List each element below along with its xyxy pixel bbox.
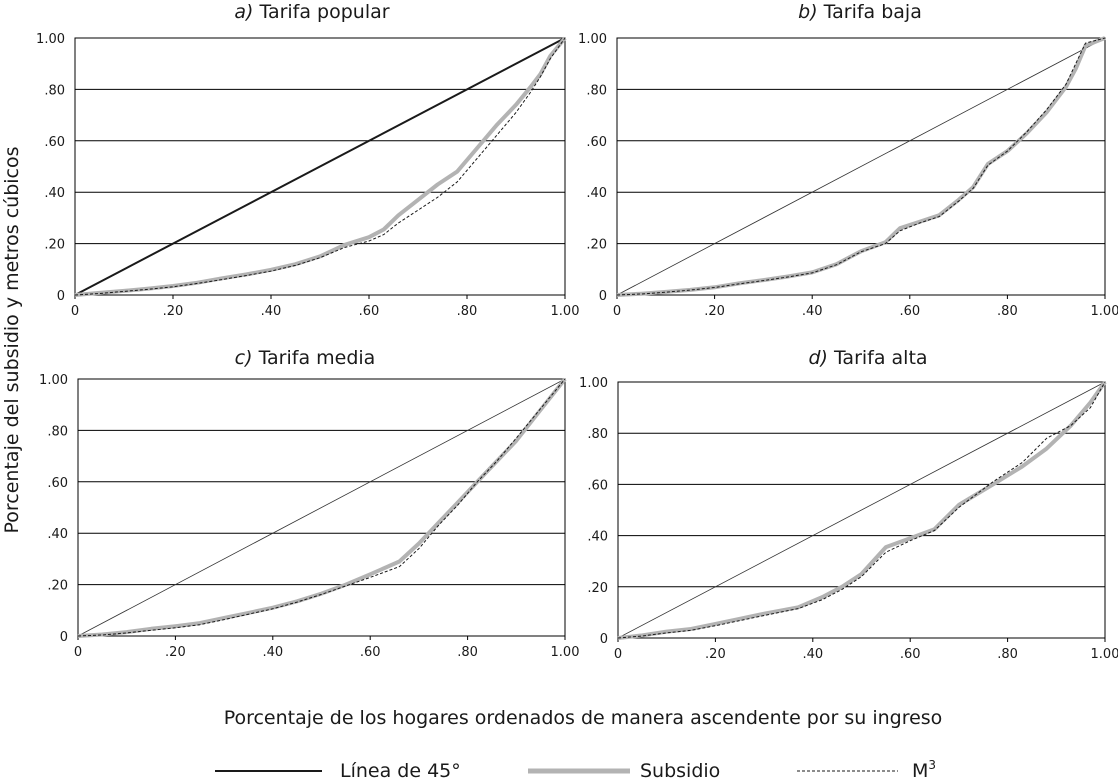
x-tick-label: .80 (997, 647, 1018, 662)
chart-panel: 0 .20 .40 .60 .80 1.00 0 .20 .40 .60 .80 1.00 a) Tar… (36, 1, 579, 319)
x-tick-label: 1.00 (551, 304, 580, 319)
y-tick-label: 1.00 (39, 373, 68, 388)
x-tick-label: .60 (359, 304, 380, 319)
y-tick-label: .40 (587, 530, 608, 545)
x-tick-label: .20 (165, 645, 186, 660)
series-line-m3 (617, 381, 1106, 639)
chart-panels: 0 .20 .40 .60 .80 1.00 0 .20 .40 .60 .80 1.00 a) Tar… (36, 1, 1118, 662)
x-tick-label: 1.00 (1091, 304, 1118, 319)
panel-title-text: Tarifa baja (818, 1, 922, 23)
series-line-m3 (616, 37, 1106, 296)
legend: Línea de 45° Subsidio M3 (215, 758, 936, 779)
panel-title-prefix: c) (235, 347, 253, 369)
y-tick-label: .40 (47, 527, 68, 542)
x-tick-label: .80 (457, 304, 478, 319)
panel-title: b) Tarifa baja (798, 1, 922, 23)
y-tick-label: .80 (587, 427, 608, 442)
chart-panel: 0 .20 .40 .60 .80 1.00 0 .20 .40 .60 .80 1.00 d) Tar… (579, 347, 1118, 662)
y-tick-label: 1.00 (578, 32, 607, 47)
x-tick-label: .40 (261, 304, 282, 319)
x-tick-label: .60 (900, 647, 921, 662)
panel-title-text: Tarifa media (253, 347, 376, 369)
legend-label-m3-sup: 3 (928, 758, 936, 772)
y-tick-label: 0 (60, 630, 68, 645)
x-tick-label: 0 (613, 304, 621, 319)
x-tick-label: .60 (899, 304, 920, 319)
y-tick-label: .40 (44, 186, 65, 201)
y-tick-label: .80 (47, 424, 68, 439)
x-tick-label: .20 (163, 304, 184, 319)
series-line-m3 (74, 37, 566, 296)
plot-frame (77, 378, 566, 637)
x-tick-label: 0 (71, 304, 79, 319)
line-45-degree (77, 378, 566, 637)
y-tick-label: .60 (44, 135, 65, 150)
x-tick-label: .80 (457, 645, 478, 660)
legend-label-m3: M3 (912, 758, 936, 779)
chart-panel: 0 .20 .40 .60 .80 1.00 0 .20 .40 .60 .80 1.00 c) Tar… (39, 347, 579, 660)
panel-title-text: Tarifa alta (828, 347, 928, 369)
y-tick-label: 1.00 (36, 32, 65, 47)
y-tick-label: .20 (44, 238, 65, 253)
x-tick-label: .60 (360, 645, 381, 660)
panel-title: a) Tarifa popular (234, 1, 389, 23)
legend-label-m3-base: M (912, 760, 928, 779)
line-45-degree (617, 381, 1106, 639)
x-tick-label: 0 (74, 645, 82, 660)
x-axis-label: Porcentaje de los hogares ordenados de m… (224, 707, 943, 729)
x-tick-label: .20 (704, 304, 725, 319)
y-tick-label: .60 (587, 478, 608, 493)
y-tick-label: 0 (599, 289, 607, 304)
y-tick-label: 0 (57, 289, 65, 304)
legend-label-subsidio: Subsidio (640, 760, 720, 779)
panel-title-text: Tarifa popular (253, 1, 389, 23)
x-tick-label: 0 (614, 647, 622, 662)
x-tick-label: .80 (997, 304, 1018, 319)
panel-title: d) Tarifa alta (808, 347, 927, 369)
y-tick-label: 1.00 (579, 376, 608, 391)
panel-title-prefix: a) (234, 1, 253, 23)
line-45-degree (74, 37, 566, 296)
series-line-subsidio (617, 380, 1107, 640)
y-axis-label: Porcentaje del subsidio y metros cúbicos (1, 146, 23, 533)
y-tick-label: .60 (586, 135, 607, 150)
plot-frame (74, 37, 566, 296)
panel-title-prefix: b) (798, 1, 817, 23)
x-tick-label: .40 (262, 645, 283, 660)
y-tick-label: .60 (47, 476, 68, 491)
line-45-degree (616, 37, 1106, 296)
legend-label-45-line: Línea de 45° (340, 760, 461, 779)
y-tick-label: 0 (600, 632, 608, 647)
y-tick-label: .40 (586, 186, 607, 201)
series-line-subsidio (74, 36, 567, 297)
x-tick-label: 1.00 (1091, 647, 1118, 662)
plot-frame (617, 381, 1106, 639)
y-tick-label: .80 (586, 83, 607, 98)
y-tick-label: .20 (47, 579, 68, 594)
x-tick-label: .40 (802, 304, 823, 319)
chart-panel: 0 .20 .40 .60 .80 1.00 0 .20 .40 .60 .80 1.00 b) Tar… (578, 1, 1118, 319)
x-tick-label: .20 (705, 647, 726, 662)
y-tick-label: .80 (44, 83, 65, 98)
x-tick-label: .40 (802, 647, 823, 662)
plot-frame (616, 37, 1106, 296)
panel-title-prefix: d) (808, 347, 827, 369)
y-tick-label: .20 (586, 238, 607, 253)
panel-title: c) Tarifa media (235, 347, 376, 369)
series-line-m3 (77, 378, 566, 637)
y-tick-label: .20 (587, 581, 608, 596)
x-tick-label: 1.00 (551, 645, 580, 660)
